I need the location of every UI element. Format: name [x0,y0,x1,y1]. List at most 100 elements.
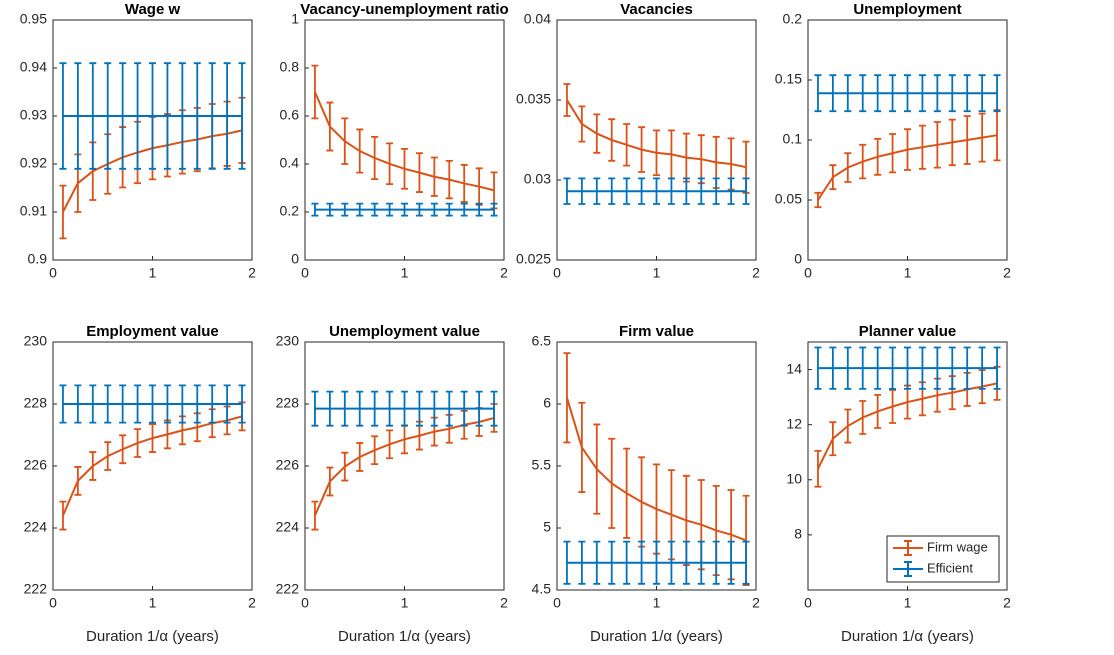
error-bar [490,202,498,217]
y-tick-label: 6 [543,395,551,411]
y-tick-label: 0.03 [524,171,551,187]
error-bar [578,540,586,585]
error-bar [208,62,216,170]
error-bar [727,540,735,585]
error-bar [401,147,408,190]
error-bar [889,346,897,390]
error-bar [475,202,483,217]
x-tick-label: 1 [653,595,661,611]
error-bar [993,74,1001,113]
plot-area [563,83,750,205]
error-bar [578,401,586,493]
panel-title: Planner value [859,323,957,340]
x-tick-label: 0 [49,265,57,281]
y-tick-label: 0.025 [516,251,551,267]
error-bar [623,123,631,167]
y-tick-label: 12 [786,415,802,431]
error-bar [608,437,616,529]
error-bar [193,384,201,424]
error-bar [948,346,956,390]
error-bar [563,83,571,117]
error-bar [163,384,171,424]
error-bar [460,164,468,203]
error-bar [445,159,453,200]
error-bar [712,177,720,205]
axes-box [304,19,505,261]
error-bar [742,177,750,205]
error-bar [401,202,408,217]
error-bar [697,540,705,585]
x-tick-label: 0 [804,595,812,611]
legend-symbol [893,561,923,577]
error-bar [859,346,867,390]
y-tick-label: 226 [276,457,300,473]
y-tick-label: 222 [276,581,300,597]
y-tick-label: 0.2 [280,203,300,219]
plot-area [311,390,498,531]
error-bar [460,390,468,427]
x-tick-label: 1 [149,595,157,611]
error-bar [638,456,646,548]
error-bar [149,62,156,170]
x-tick-label: 1 [149,265,157,281]
error-bar [667,177,675,205]
x-tick-label: 0 [301,595,309,611]
error-bar [978,346,986,390]
error-bar [134,428,142,458]
x-tick-label: 2 [1003,595,1011,611]
error-bar [653,129,660,177]
error-bar [371,390,379,427]
y-tick-label: 5 [543,519,551,535]
error-bar [89,62,97,170]
y-tick-label: 0.1 [783,131,803,147]
error-bar [963,115,971,165]
y-tick-label: 0.15 [775,71,802,87]
y-tick-label: 4.5 [532,581,552,597]
y-tick-label: 0.8 [280,59,300,75]
error-bar [844,74,852,113]
error-bar [829,164,837,191]
error-bar [682,540,690,585]
error-bar [356,442,364,472]
y-tick-label: 228 [24,395,48,411]
y-tick-label: 10 [786,470,802,486]
error-bar [89,384,97,424]
error-bar [74,466,82,496]
plot-area [814,346,1001,488]
error-bar [859,143,867,180]
axes-box [52,19,253,261]
error-bar [386,142,394,186]
error-bar [208,384,216,424]
error-bar [223,62,231,170]
error-bar [104,384,112,424]
y-tick-label: 0.04 [524,11,551,27]
error-bar [948,118,956,167]
x-tick-label: 0 [553,595,561,611]
error-bar [667,540,675,585]
axes-box [807,19,1008,261]
error-bar [978,112,986,163]
x-axis-label: Duration 1/α (years) [841,628,974,645]
error-bar [859,74,867,113]
error-bar [386,390,394,427]
error-bar [653,177,660,205]
plot-area [59,384,246,531]
error-bar [814,346,822,390]
error-bar [74,384,82,424]
panel-title: Vacancies [620,1,693,18]
error-bar [814,74,822,113]
legend-label: Firm wage [927,539,988,554]
error-bar [993,346,1001,390]
y-tick-label: 8 [794,526,802,542]
error-bar [326,390,334,427]
error-bar [163,62,171,170]
error-bar [859,400,867,435]
x-tick-label: 1 [904,595,912,611]
panel-title: Unemployment value [329,323,480,340]
error-bar [904,128,911,171]
error-bar [904,74,911,113]
error-bar [578,105,586,143]
axes-box [807,341,1008,591]
error-bar [889,389,897,424]
error-bar [623,447,631,539]
